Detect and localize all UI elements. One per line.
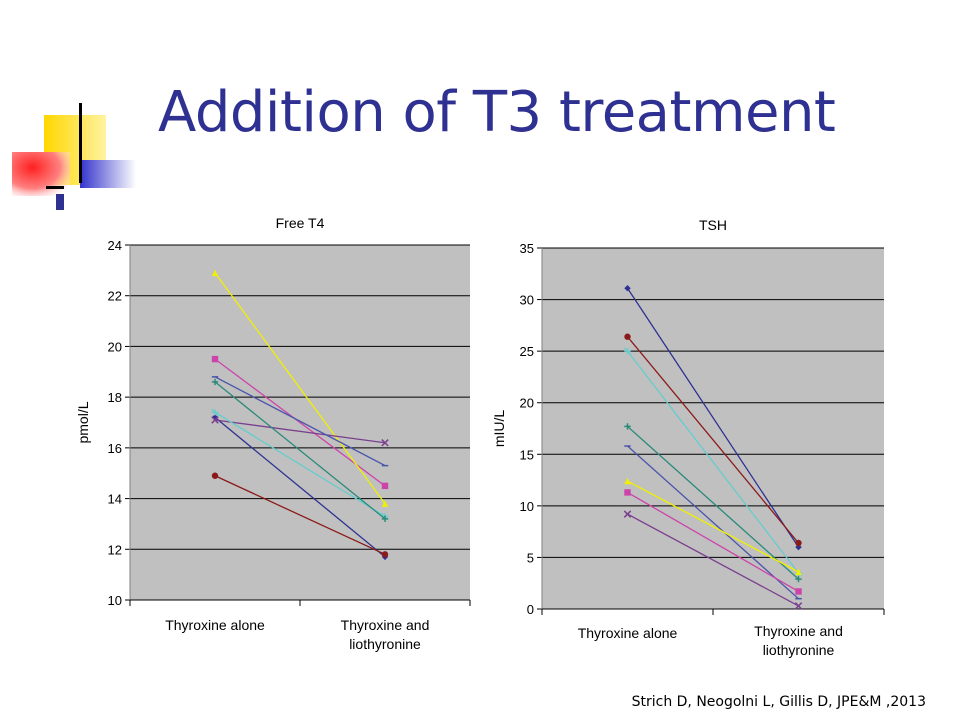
y-tick-label: 24 bbox=[108, 238, 122, 253]
series-4 bbox=[624, 423, 802, 583]
chart-title: Free T4 bbox=[276, 215, 325, 231]
series-line bbox=[627, 425, 799, 580]
data-point bbox=[381, 500, 389, 507]
data-point bbox=[624, 477, 631, 485]
y-tick-label: 10 bbox=[520, 499, 534, 514]
x-tick-label: Thyroxine and liothyronine bbox=[754, 623, 843, 658]
data-point bbox=[795, 539, 802, 547]
series-line bbox=[627, 491, 799, 593]
data-point bbox=[624, 489, 631, 496]
y-tick-label: 18 bbox=[108, 390, 122, 405]
slide-title: Addition of T3 treatment bbox=[158, 80, 836, 145]
data-point bbox=[381, 551, 389, 558]
data-point bbox=[211, 269, 219, 277]
series-line bbox=[626, 350, 800, 574]
series-line bbox=[214, 272, 386, 505]
y-tick-label: 10 bbox=[108, 593, 122, 608]
data-point bbox=[211, 472, 219, 479]
data-point bbox=[624, 285, 631, 292]
y-tick-label: 5 bbox=[527, 550, 534, 565]
tsh-chart-svg: TSH 0 5 10 15 20 25 30 35 mIU/L Thyroxine alone Thy… bbox=[491, 217, 885, 658]
data-point bbox=[624, 423, 631, 430]
y-tick-label: 14 bbox=[108, 492, 122, 507]
series-line bbox=[214, 475, 386, 555]
slide-decoration bbox=[0, 0, 140, 220]
data-point bbox=[381, 515, 389, 523]
data-point bbox=[211, 408, 219, 416]
series-line bbox=[627, 445, 799, 600]
series-7 bbox=[211, 378, 389, 523]
y-tick-label: 35 bbox=[520, 241, 534, 256]
x-tick-label: Thyroxine alone bbox=[165, 617, 265, 633]
series-line bbox=[214, 416, 386, 558]
series-5 bbox=[624, 445, 802, 600]
series-3 bbox=[211, 269, 389, 507]
chart-title: TSH bbox=[699, 217, 727, 233]
data-point bbox=[381, 439, 389, 447]
series-line bbox=[626, 287, 800, 548]
data-point bbox=[624, 333, 631, 340]
y-tick-label: 20 bbox=[520, 396, 534, 411]
series-line bbox=[214, 381, 386, 520]
y-tick-label: 30 bbox=[520, 293, 534, 308]
series-line bbox=[214, 411, 386, 517]
series-6 bbox=[211, 472, 389, 558]
series-6 bbox=[624, 477, 802, 576]
y-tick-label: 15 bbox=[520, 447, 534, 462]
y-tick-label: 25 bbox=[520, 344, 534, 359]
x-tick-label: Thyroxine alone bbox=[578, 625, 678, 641]
x-tick-label: Thyroxine and liothyronine bbox=[341, 617, 430, 652]
series-line bbox=[214, 419, 386, 444]
series-2 bbox=[624, 333, 802, 547]
data-point bbox=[623, 347, 632, 355]
plot-area bbox=[542, 248, 884, 609]
series-8 bbox=[623, 510, 803, 610]
data-point bbox=[795, 568, 802, 576]
data-point bbox=[794, 602, 803, 610]
data-point bbox=[381, 482, 389, 490]
free-t4-chart-svg: Free T4 10 12 14 16 18 20 22 24 pmol/L Thyroxine a… bbox=[75, 215, 471, 652]
data-point bbox=[211, 378, 219, 386]
series-line bbox=[626, 336, 800, 544]
free-t4-chart: Free T4 10 12 14 16 18 20 22 24 pmol/L Thyroxine a… bbox=[60, 210, 490, 670]
y-tick-label: 12 bbox=[108, 542, 122, 557]
data-point bbox=[623, 510, 632, 518]
series-8 bbox=[211, 376, 389, 467]
series-4 bbox=[211, 416, 389, 447]
data-point bbox=[211, 416, 219, 424]
series-line bbox=[214, 376, 386, 467]
citation: Strich D, Neogolni L, Gillis D, JPE&M ,2… bbox=[631, 694, 926, 710]
y-axis-label: pmol/L bbox=[75, 401, 91, 443]
y-tick-label: 22 bbox=[108, 289, 122, 304]
series-7 bbox=[624, 489, 802, 595]
y-axis-label: mIU/L bbox=[491, 410, 507, 448]
y-tick-label: 20 bbox=[108, 339, 122, 354]
data-point bbox=[211, 355, 219, 363]
series-line bbox=[627, 513, 799, 607]
series-line bbox=[627, 480, 799, 573]
data-point bbox=[795, 575, 802, 583]
tsh-chart: TSH 0 5 10 15 20 25 30 35 mIU/L Thyroxine alone Thy… bbox=[480, 210, 900, 680]
y-tick-label: 0 bbox=[527, 602, 534, 617]
data-point bbox=[795, 588, 802, 595]
y-tick-label: 16 bbox=[108, 441, 122, 456]
